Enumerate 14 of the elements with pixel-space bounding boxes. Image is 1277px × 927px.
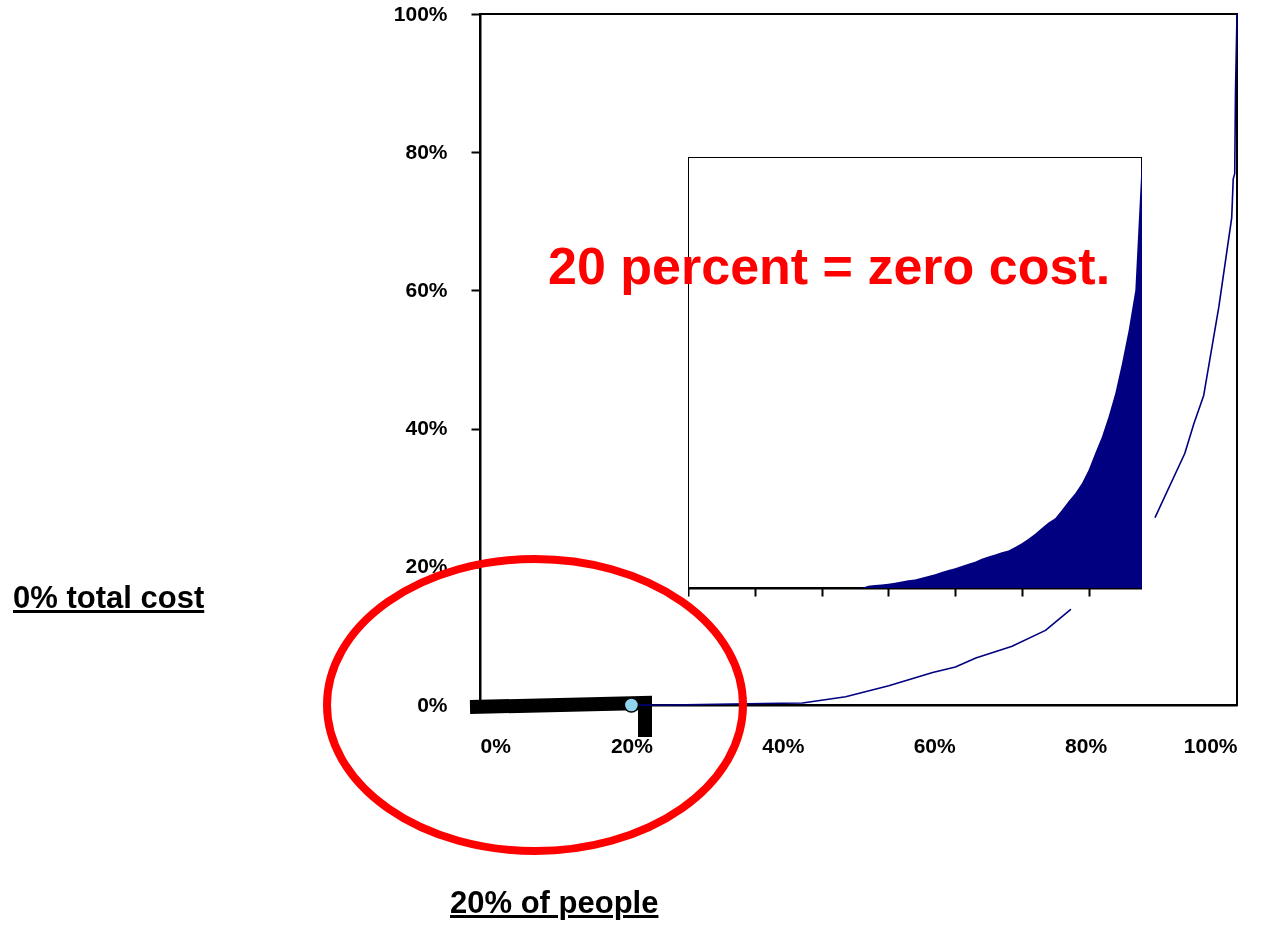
y-tick-label: 0% xyxy=(417,692,448,716)
x-tick-label: 20% xyxy=(610,733,654,757)
text: 0% total cost xyxy=(13,580,205,616)
x-tick-label: 0% xyxy=(480,733,512,757)
y-tick-label: 20% xyxy=(405,554,448,578)
y-tick-label: 60% xyxy=(405,277,448,301)
y-tick-label: 80% xyxy=(405,139,448,163)
x-tick-label: 100% xyxy=(1183,733,1238,757)
x-tick-label: 40% xyxy=(762,733,805,757)
text: 20% of people xyxy=(450,885,659,921)
x-tick-label: 80% xyxy=(1065,733,1108,757)
y-tick-label: 40% xyxy=(405,416,448,440)
y-tick-label: 100% xyxy=(393,1,448,25)
x-tick-label: 60% xyxy=(913,733,957,757)
